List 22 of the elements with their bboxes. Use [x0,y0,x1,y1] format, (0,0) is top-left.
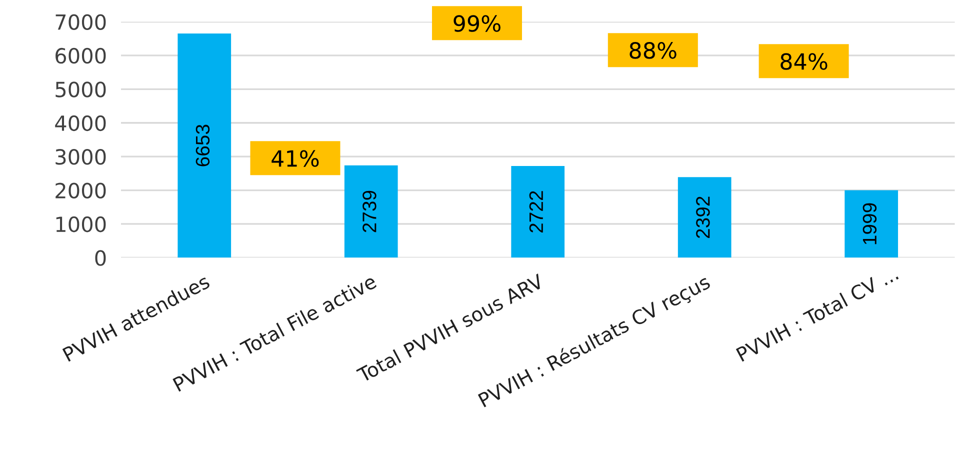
y-tick-label: 6000 [56,48,106,64]
data-label: 2722 [529,191,543,232]
annotation: 84% [780,53,828,70]
y-tick-label: 3000 [56,149,106,165]
y-tick-label: 7000 [56,14,106,30]
annotation: 99% [454,15,500,32]
bar [344,165,398,258]
bar [844,190,898,258]
y-tick-label: 4000 [55,115,106,132]
annotation: 41% [272,150,319,167]
data-label: 2739 [362,190,376,232]
data-label: 1999 [862,203,877,244]
bar [678,177,732,258]
y-tick-label: 5000 [56,82,106,98]
bar [511,166,565,258]
y-tick-label: 0 [95,250,106,266]
y-tick-label: 1000 [56,216,106,232]
data-label: 2392 [696,196,710,238]
data-label: 6653 [196,124,210,166]
bar [178,33,232,258]
y-tick-label: 2000 [56,182,106,198]
annotation: 88% [630,42,676,59]
